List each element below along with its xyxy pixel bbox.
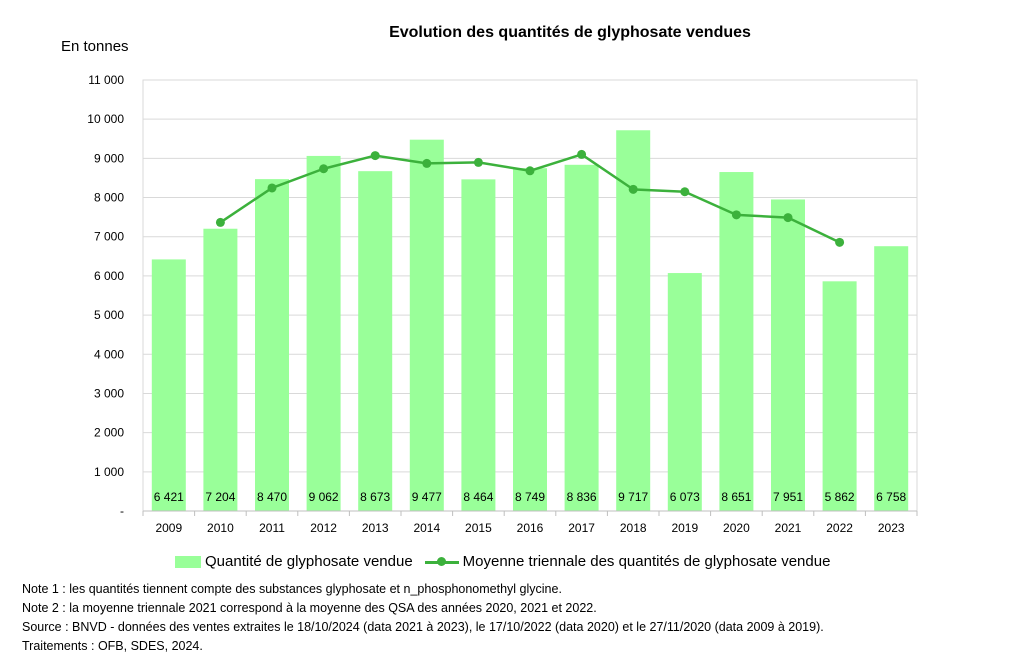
chart-legend: Quantité de glyphosate vendue Moyenne tr… (175, 553, 830, 570)
moving-average-point-2017 (577, 149, 587, 159)
processing-note: Traitements : OFB, SDES, 2024. (22, 639, 203, 653)
x-tick-label: 2019 (671, 521, 698, 535)
x-tick-label: 2016 (517, 521, 544, 535)
y-tick-label: 1 000 (94, 465, 124, 479)
y-tick-label: 6 000 (94, 269, 124, 283)
x-tick-label: 2011 (259, 521, 285, 535)
data-label: 8 470 (257, 490, 287, 504)
bar-2009 (151, 259, 186, 511)
moving-average-point-2018 (628, 184, 638, 194)
x-tick-label: 2009 (155, 521, 182, 535)
data-label: 9 062 (309, 490, 339, 504)
moving-average-point-2022 (835, 237, 845, 247)
x-tick-label: 2014 (413, 521, 440, 535)
bar-2019 (667, 273, 702, 511)
y-tick-label: 3 000 (94, 386, 124, 400)
legend-item-line: Moyenne triennale des quantités de glyph… (424, 553, 831, 570)
bar-2022 (822, 281, 857, 511)
bar-2016 (513, 168, 547, 511)
data-label: 7 951 (773, 490, 803, 504)
y-tick-label: 10 000 (87, 112, 124, 126)
legend-label-line: Moyenne triennale des quantités de glyph… (462, 553, 831, 570)
legend-line-swatch (424, 556, 459, 568)
x-tick-label: 2015 (465, 521, 492, 535)
bar-2012 (306, 155, 341, 511)
moving-average-point-2015 (473, 157, 483, 167)
data-label: 8 464 (463, 490, 493, 504)
bar-2017 (564, 164, 599, 511)
bar-2020 (719, 172, 754, 511)
x-tick-label: 2012 (310, 521, 337, 535)
moving-average-point-2016 (525, 166, 535, 176)
bar-2021 (771, 199, 805, 511)
data-label: 8 651 (721, 490, 751, 504)
x-tick-label: 2010 (207, 521, 234, 535)
data-label: 6 421 (154, 490, 184, 504)
x-tick-label: 2022 (826, 521, 853, 535)
x-tick-label: 2023 (878, 521, 905, 535)
x-tick-label: 2020 (723, 521, 750, 535)
note-1: Note 1 : les quantités tiennent compte d… (22, 582, 562, 596)
bar-2013 (358, 171, 393, 511)
y-tick-label: 4 000 (94, 347, 124, 361)
moving-average-point-2020 (731, 210, 741, 220)
moving-average-point-2010 (215, 217, 225, 227)
data-label: 6 073 (670, 490, 700, 504)
x-tick-label: 2021 (775, 521, 802, 535)
chart-title: Evolution des quantités de glyphosate ve… (389, 24, 751, 41)
legend-item-bars: Quantité de glyphosate vendue (175, 553, 413, 570)
y-tick-label: 8 000 (94, 191, 124, 205)
data-label: 7 204 (205, 490, 235, 504)
legend-label-bars: Quantité de glyphosate vendue (205, 553, 413, 570)
bar-2015 (461, 179, 496, 511)
bar-2023 (874, 246, 909, 511)
bar-2011 (255, 179, 289, 511)
data-label: 6 758 (876, 490, 906, 504)
y-tick-label: 9 000 (94, 151, 124, 165)
chart-notes: Note 1 : les quantités tiennent compte d… (22, 580, 824, 656)
source-note: Source : BNVD - données des ventes extra… (22, 620, 824, 634)
moving-average-point-2014 (422, 158, 432, 168)
moving-average-point-2013 (370, 151, 380, 161)
legend-bar-swatch (175, 555, 201, 568)
moving-average-point-2011 (267, 183, 277, 193)
moving-average-point-2019 (680, 187, 690, 197)
data-label: 9 717 (618, 490, 648, 504)
bar-2010 (203, 228, 238, 511)
moving-average-point-2012 (319, 164, 329, 174)
data-label: 9 477 (412, 490, 442, 504)
data-label: 8 749 (515, 490, 545, 504)
y-axis-label: En tonnes (61, 38, 129, 55)
data-label: 5 862 (825, 490, 855, 504)
moving-average-point-2021 (783, 213, 793, 223)
chart-plot: - 1 000 2 000 3 000 4 000 5 000 6 000 7 000 8 00… (87, 73, 918, 535)
note-2: Note 2 : la moyenne triennale 2021 corre… (22, 601, 597, 615)
data-label: 8 673 (360, 490, 390, 504)
x-tick-label: 2018 (620, 521, 647, 535)
bar-2014 (409, 139, 444, 512)
y-tick-label: - (120, 504, 124, 518)
y-tick-label: 11 000 (88, 73, 124, 87)
x-tick-label: 2013 (362, 521, 389, 535)
y-tick-label: 2 000 (94, 426, 124, 440)
y-tick-label: 5 000 (94, 308, 124, 322)
x-tick-label: 2017 (568, 521, 595, 535)
y-tick-label: 7 000 (94, 230, 124, 244)
data-label: 8 836 (567, 490, 597, 504)
